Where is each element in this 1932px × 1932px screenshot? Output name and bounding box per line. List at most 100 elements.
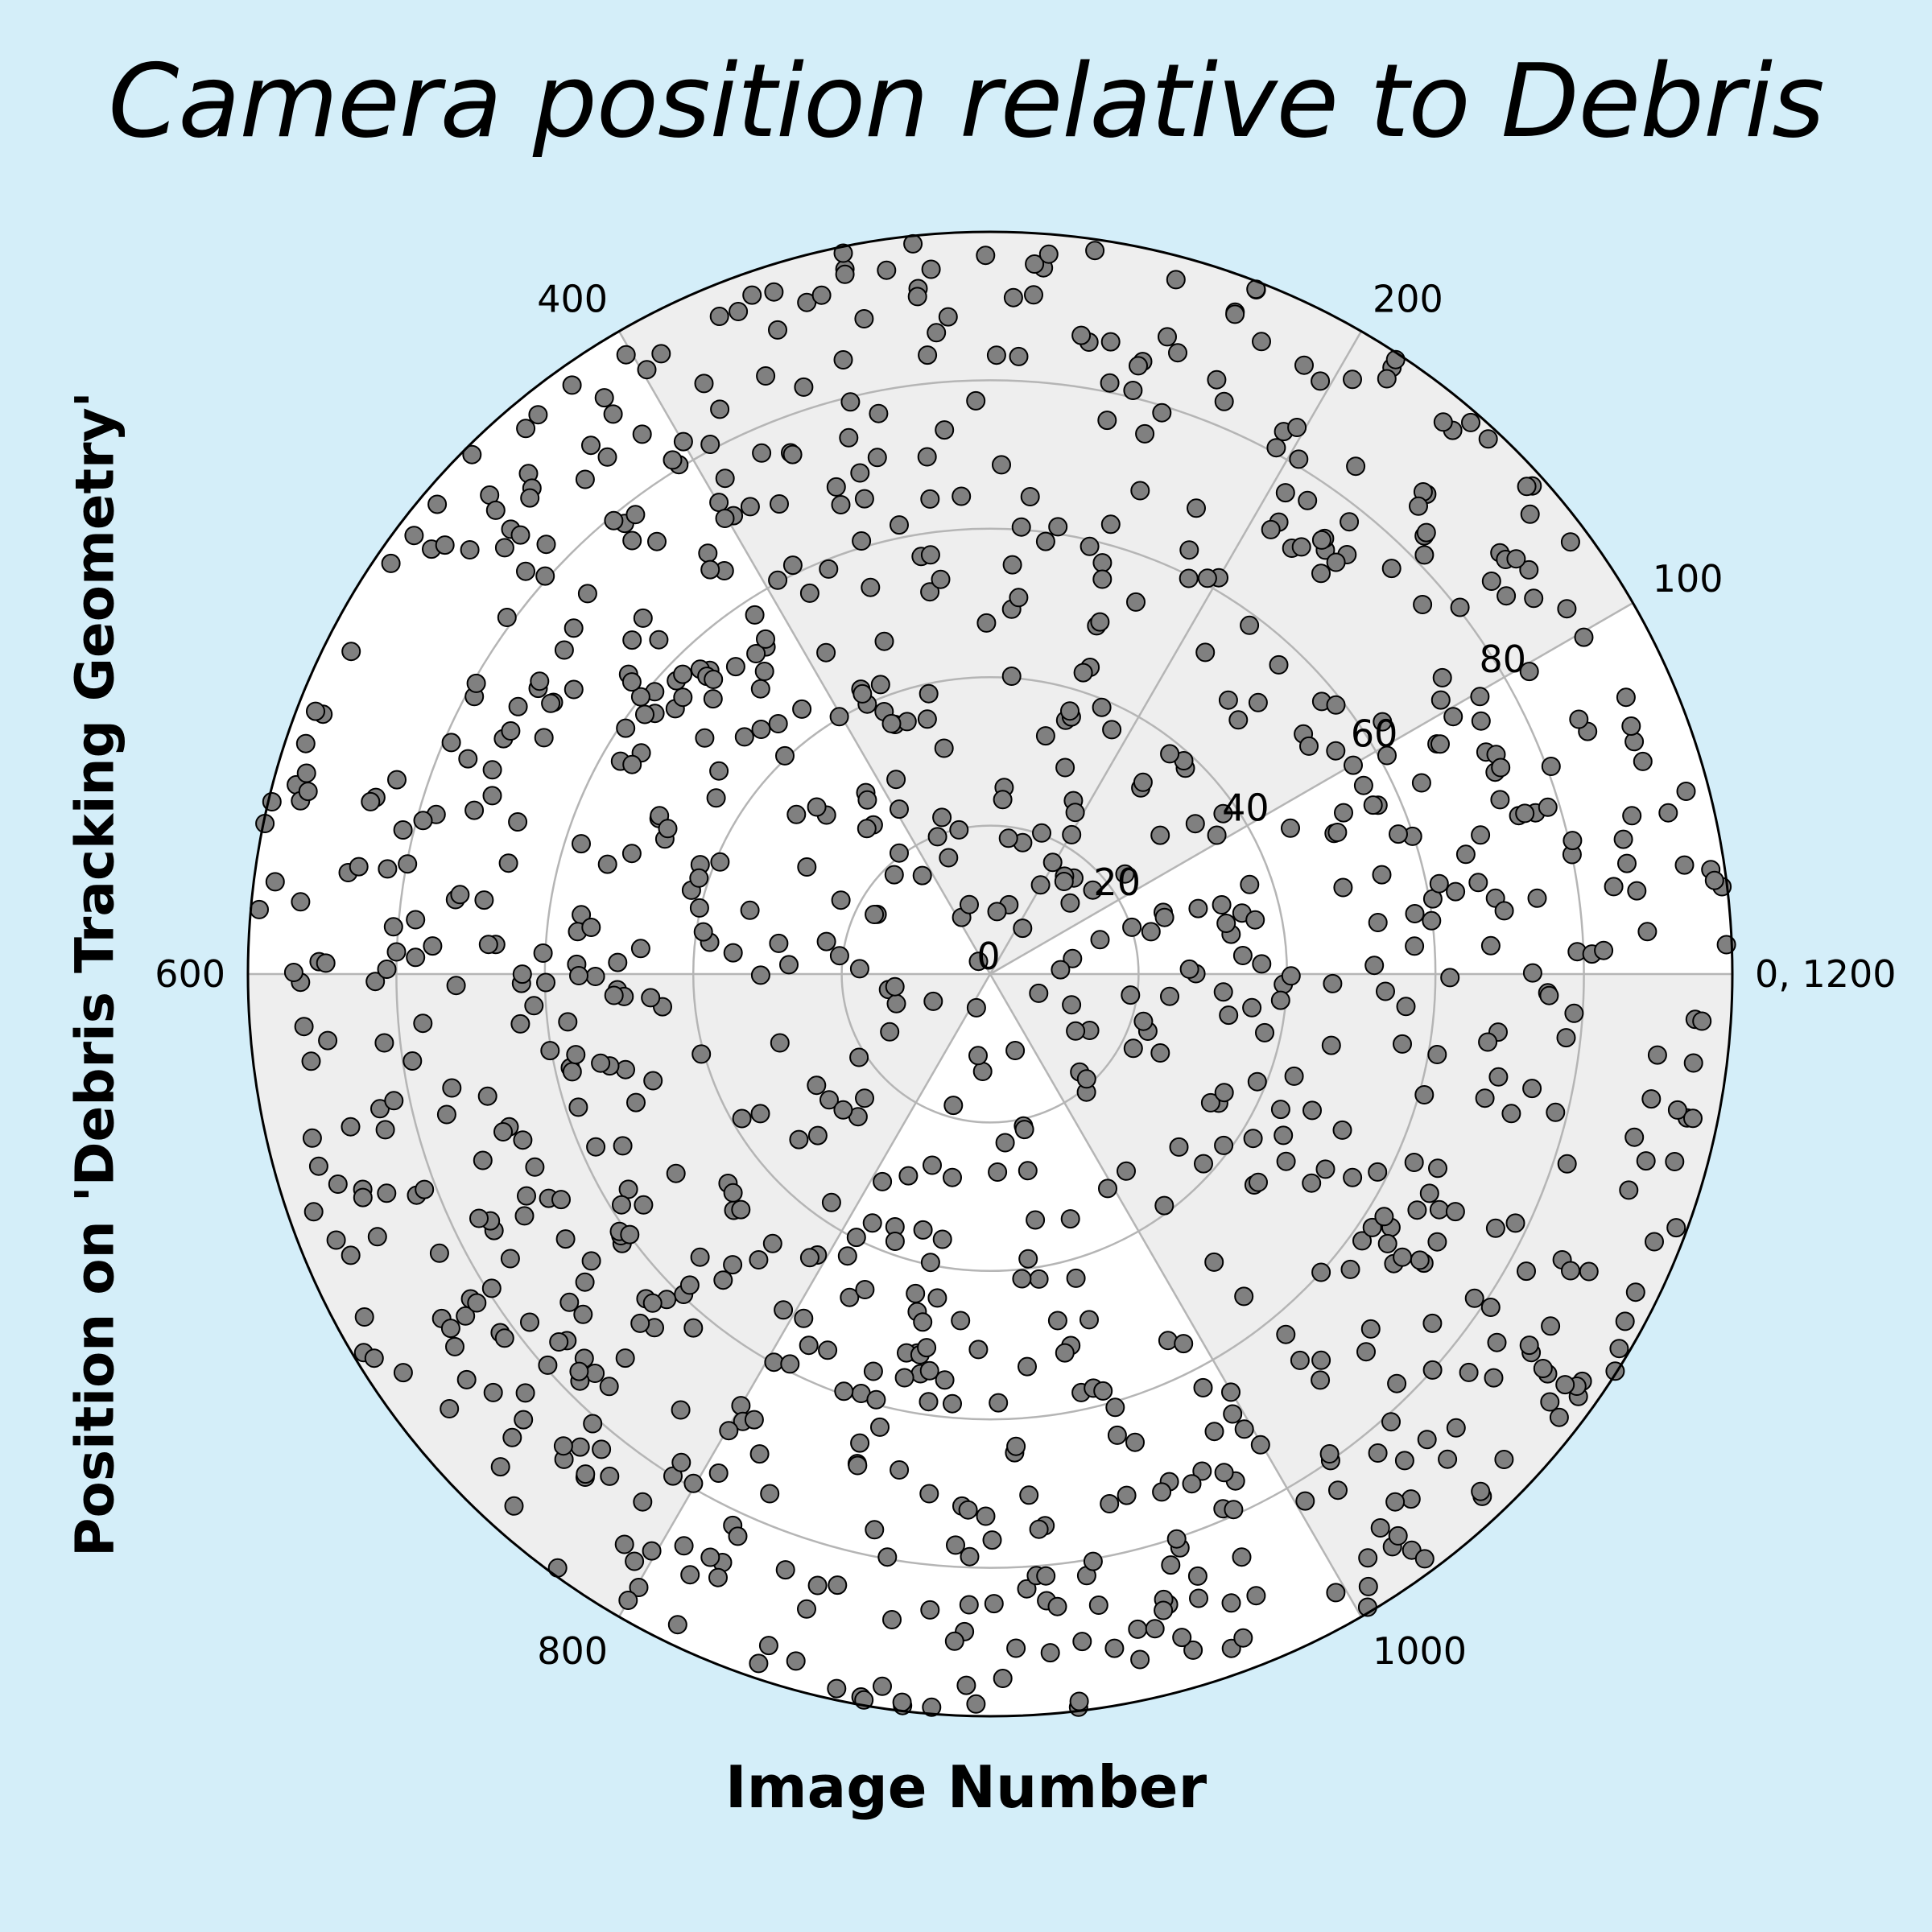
data-point (298, 782, 318, 802)
data-point (1115, 864, 1135, 884)
data-point (1478, 1032, 1498, 1052)
data-point (467, 1293, 487, 1313)
data-point (1249, 1172, 1268, 1192)
data-point (920, 1253, 940, 1273)
data-point (549, 1332, 569, 1352)
data-point (1496, 586, 1517, 606)
data-point (306, 701, 325, 721)
data-point (1311, 564, 1331, 584)
data-point (744, 1410, 764, 1430)
theta-tick-label: 0, 1200 (1755, 952, 1897, 996)
data-point (1011, 517, 1031, 537)
data-point (995, 1133, 1015, 1153)
data-point (769, 933, 789, 953)
data-point (919, 683, 939, 704)
data-point (1433, 412, 1453, 432)
data-point (1006, 1436, 1026, 1456)
data-point (1517, 477, 1537, 497)
data-point (413, 1013, 433, 1034)
data-point (1154, 907, 1174, 927)
data-point (1346, 456, 1366, 477)
data-point (1609, 1339, 1629, 1359)
data-point (1105, 1397, 1125, 1418)
data-point (1161, 1555, 1181, 1575)
data-point (597, 447, 617, 467)
data-point (886, 993, 906, 1013)
data-point (1471, 1481, 1491, 1501)
data-point (594, 388, 614, 408)
data-point (927, 827, 947, 847)
r-tick-labels: 0 20 40 60 80 (976, 638, 1526, 978)
data-point (562, 1062, 582, 1082)
data-point (630, 687, 650, 707)
data-point (1018, 1356, 1037, 1377)
data-point (740, 900, 760, 920)
data-point (564, 679, 584, 700)
data-point (562, 375, 582, 395)
data-point (1233, 1628, 1253, 1648)
data-point (581, 1251, 601, 1271)
data-point (1002, 555, 1022, 575)
data-point (960, 1546, 980, 1567)
data-point (1505, 1213, 1525, 1233)
data-point (993, 790, 1013, 810)
data-point (723, 1183, 743, 1203)
data-point (786, 1651, 806, 1671)
data-point (693, 922, 713, 942)
data-point (604, 985, 624, 1005)
data-point (1490, 790, 1510, 810)
data-point (917, 447, 937, 467)
data-point (799, 583, 819, 603)
data-point (758, 1636, 778, 1656)
data-point (956, 1675, 976, 1695)
data-point (1517, 1261, 1536, 1282)
data-point (308, 1156, 328, 1176)
data-point (986, 345, 1006, 365)
data-point (1522, 963, 1542, 983)
data-point (850, 1433, 870, 1453)
data-point (353, 1187, 373, 1208)
data-point (768, 320, 787, 340)
data-point (1450, 597, 1470, 617)
data-point (1228, 710, 1249, 730)
data-point (1372, 865, 1392, 885)
data-point (514, 1206, 535, 1226)
data-point (1154, 1195, 1174, 1216)
data-point (1619, 1180, 1639, 1200)
data-point (1055, 758, 1075, 778)
data-point (890, 1460, 910, 1480)
data-point (1625, 1282, 1645, 1302)
data-point (1240, 874, 1260, 894)
data-point (939, 848, 959, 868)
data-point (1546, 1102, 1566, 1122)
data-point (780, 1354, 800, 1374)
data-point (1616, 687, 1636, 708)
data-point (494, 1328, 514, 1348)
data-point (1647, 1045, 1667, 1065)
data-point (1358, 1548, 1378, 1568)
data-point (943, 1096, 964, 1116)
data-point (1485, 1218, 1505, 1238)
data-point (968, 952, 989, 972)
data-point (1284, 1066, 1304, 1086)
data-point (625, 1551, 645, 1571)
data-point (760, 1484, 780, 1504)
r-tick-label: 20 (1093, 861, 1141, 904)
data-point (1549, 1407, 1569, 1427)
data-point (553, 1436, 573, 1456)
data-point (1123, 381, 1143, 400)
data-point (1311, 1370, 1331, 1390)
data-point (633, 608, 653, 628)
data-point (1438, 1449, 1458, 1469)
data-point (992, 455, 1011, 475)
data-point (1387, 1373, 1407, 1393)
data-point (622, 530, 642, 551)
data-point (398, 854, 418, 874)
data-point (493, 1122, 513, 1141)
data-point (564, 618, 584, 638)
data-point (1515, 803, 1535, 824)
data-point (510, 525, 530, 545)
data-point (393, 1363, 413, 1383)
data-point (592, 1439, 612, 1459)
data-point (1152, 1482, 1172, 1502)
